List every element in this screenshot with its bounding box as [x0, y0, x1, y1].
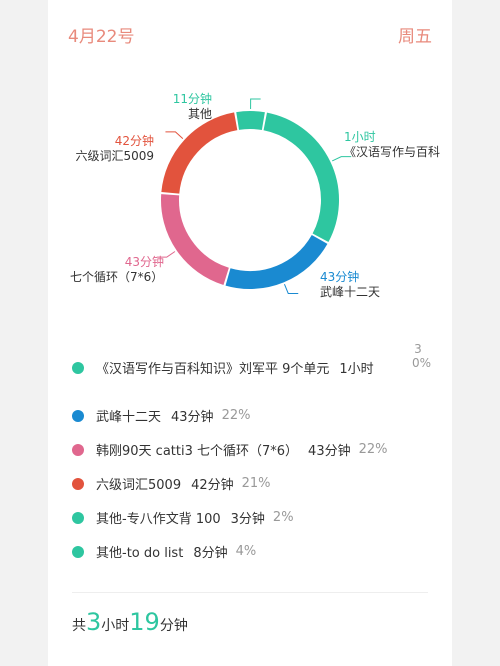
legend-duration: 1小时 — [339, 362, 374, 377]
legend-label: 《汉语写作与百科知识》刘军平 9个单元 — [96, 362, 330, 377]
legend-duration: 3分钟 — [230, 512, 265, 527]
legend-percent-vertical: 30% — [412, 342, 432, 370]
legend-label: 韩刚90天 catti3 七个循环（7*6） — [96, 444, 299, 459]
slice-label-4: 11分钟 其他 — [168, 92, 212, 122]
donut-slice-1 — [225, 234, 328, 289]
legend-label: 武峰十二天 — [96, 410, 162, 425]
donut-slice-3 — [161, 112, 238, 194]
slice-label-3: 42分钟 六级词汇5009 — [70, 134, 154, 164]
legend-percent: 4% — [235, 544, 257, 559]
legend-item: 武峰十二天 43分钟 22% — [72, 406, 250, 425]
slice-name-2: 七个循环（7*6） — [70, 270, 164, 284]
donut-leader-4 — [250, 98, 261, 110]
slice-duration-2: 43分钟 — [124, 255, 164, 269]
legend-label: 其他-专八作文背 100 — [96, 512, 221, 527]
total-time: 共3小时19分钟 — [72, 608, 188, 636]
slice-label-1: 43分钟 武峰十二天 — [320, 270, 380, 300]
donut-slice-2 — [161, 194, 230, 285]
donut-leader-0 — [331, 156, 352, 162]
legend-item: 韩刚90天 catti3 七个循环（7*6） 43分钟 22% — [72, 440, 388, 459]
donut-chart — [156, 98, 352, 294]
divider — [72, 592, 428, 593]
donut-leader-3 — [165, 131, 184, 139]
slice-duration-4: 11分钟 — [172, 92, 212, 106]
donut-leader-2 — [156, 251, 176, 258]
total-minutes: 19 — [129, 608, 160, 636]
slice-duration-0: 1小时 — [344, 130, 376, 144]
legend-duration: 42分钟 — [191, 478, 234, 493]
legend-dot-2 — [72, 443, 84, 456]
slice-name-1: 武峰十二天 — [320, 285, 381, 299]
legend-dot-0 — [72, 361, 84, 374]
total-prefix: 共 — [72, 618, 86, 634]
legend-percent: 2% — [272, 510, 294, 525]
legend-duration: 43分钟 — [308, 444, 351, 459]
legend-percent: 22% — [221, 408, 251, 423]
legend-dot-1 — [72, 409, 84, 422]
slice-label-0: 1小时 《汉语写作与百科 — [344, 130, 440, 160]
total-minutes-unit: 分钟 — [159, 618, 188, 634]
weekday-title: 周五 — [398, 27, 432, 47]
legend-item: 其他-专八作文背 100 3分钟 2% — [72, 508, 294, 527]
slice-duration-1: 43分钟 — [320, 270, 360, 284]
slice-name-3: 六级词汇5009 — [75, 149, 154, 163]
legend-item: 六级词汇5009 42分钟 21% — [72, 474, 271, 493]
legend-duration: 43分钟 — [171, 410, 214, 425]
legend-label: 六级词汇5009 — [96, 478, 182, 493]
slice-label-2: 43分钟 — [98, 255, 164, 270]
donut-slice-0 — [263, 112, 339, 243]
slice-name-4: 其他 — [187, 107, 212, 121]
slice-name-label-2: 七个循环（7*6） — [70, 270, 163, 285]
legend-dot-4 — [72, 511, 84, 524]
legend-duration: 8分钟 — [193, 546, 228, 561]
legend-item: 其他-to do list 8分钟 4% — [72, 542, 256, 561]
total-hours: 3 — [86, 608, 102, 636]
date-title: 4月22号 — [68, 27, 135, 47]
legend-percent: 22% — [358, 442, 388, 457]
donut-slice-4 — [236, 111, 265, 131]
legend-label: 其他-to do list — [96, 546, 184, 561]
total-hours-unit: 小时 — [101, 618, 130, 634]
legend-percent: 21% — [241, 476, 271, 491]
donut-leader-1 — [283, 284, 299, 294]
legend-dot-5 — [72, 545, 84, 558]
legend-dot-3 — [72, 477, 84, 490]
slice-duration-3: 42分钟 — [114, 134, 154, 148]
slice-name-0: 《汉语写作与百科 — [344, 145, 440, 159]
legend-item: 《汉语写作与百科知识》刘军平 9个单元 1小时 — [72, 358, 374, 377]
